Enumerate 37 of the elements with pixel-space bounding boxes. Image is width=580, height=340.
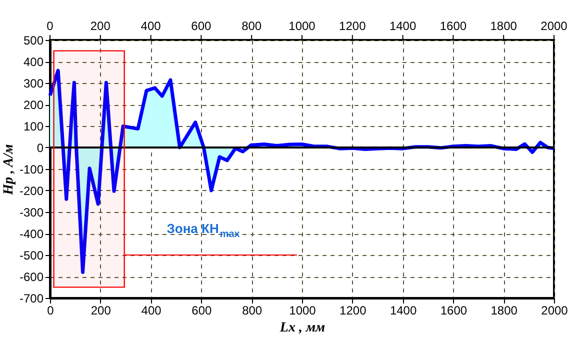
y-tick-label: 0: [36, 141, 44, 155]
x2-tick-label: 2000: [541, 304, 568, 318]
x2-tick-label: 1400: [390, 304, 417, 318]
x2-tick-label: 1000: [289, 304, 316, 318]
x-tick-label: 0: [46, 19, 54, 33]
x2-tick-label: 1600: [440, 304, 468, 318]
x-tick-label: 1400: [389, 19, 416, 33]
y-tick-label: 300: [23, 76, 44, 90]
y-tick-label: -400: [19, 227, 44, 241]
x-tick-label: 800: [242, 19, 262, 33]
y-axis-title: Hp , A/м: [1, 144, 16, 196]
y-tick-label: -600: [19, 270, 44, 284]
x-tick-label: 600: [191, 19, 212, 33]
y-tick-label: -100: [19, 162, 44, 176]
x-tick-label: 200: [90, 19, 111, 33]
x2-tick-label: 1800: [490, 304, 518, 318]
y-tick-label: 100: [23, 120, 44, 134]
x-tick-label: 1200: [339, 19, 366, 33]
y-tick-label: 400: [23, 55, 44, 69]
x2-tick-label: 600: [192, 304, 212, 318]
y-tick-label: -500: [19, 248, 44, 262]
x-tick-label: 1000: [288, 19, 316, 33]
x2-tick-label: 400: [141, 304, 162, 318]
x-tick-label: 1800: [490, 19, 518, 33]
x-tick-label: 400: [140, 19, 162, 33]
x2-tick-label: 800: [242, 304, 262, 318]
x2-tick-label: 200: [90, 304, 112, 318]
x-axis-title: Lx , мм: [278, 320, 326, 336]
y-tick-label: -200: [19, 184, 44, 198]
x-tick-label: 2000: [540, 19, 568, 33]
y-tick-label: 200: [23, 98, 44, 112]
y-tick-label: -300: [19, 206, 44, 220]
y-tick-label: -700: [19, 292, 44, 306]
x2-tick-label: 0: [47, 304, 54, 318]
y-tick-label: 500: [23, 34, 44, 48]
x-tick-label: 1600: [440, 19, 467, 33]
x2-tick-label: 1200: [340, 304, 367, 318]
